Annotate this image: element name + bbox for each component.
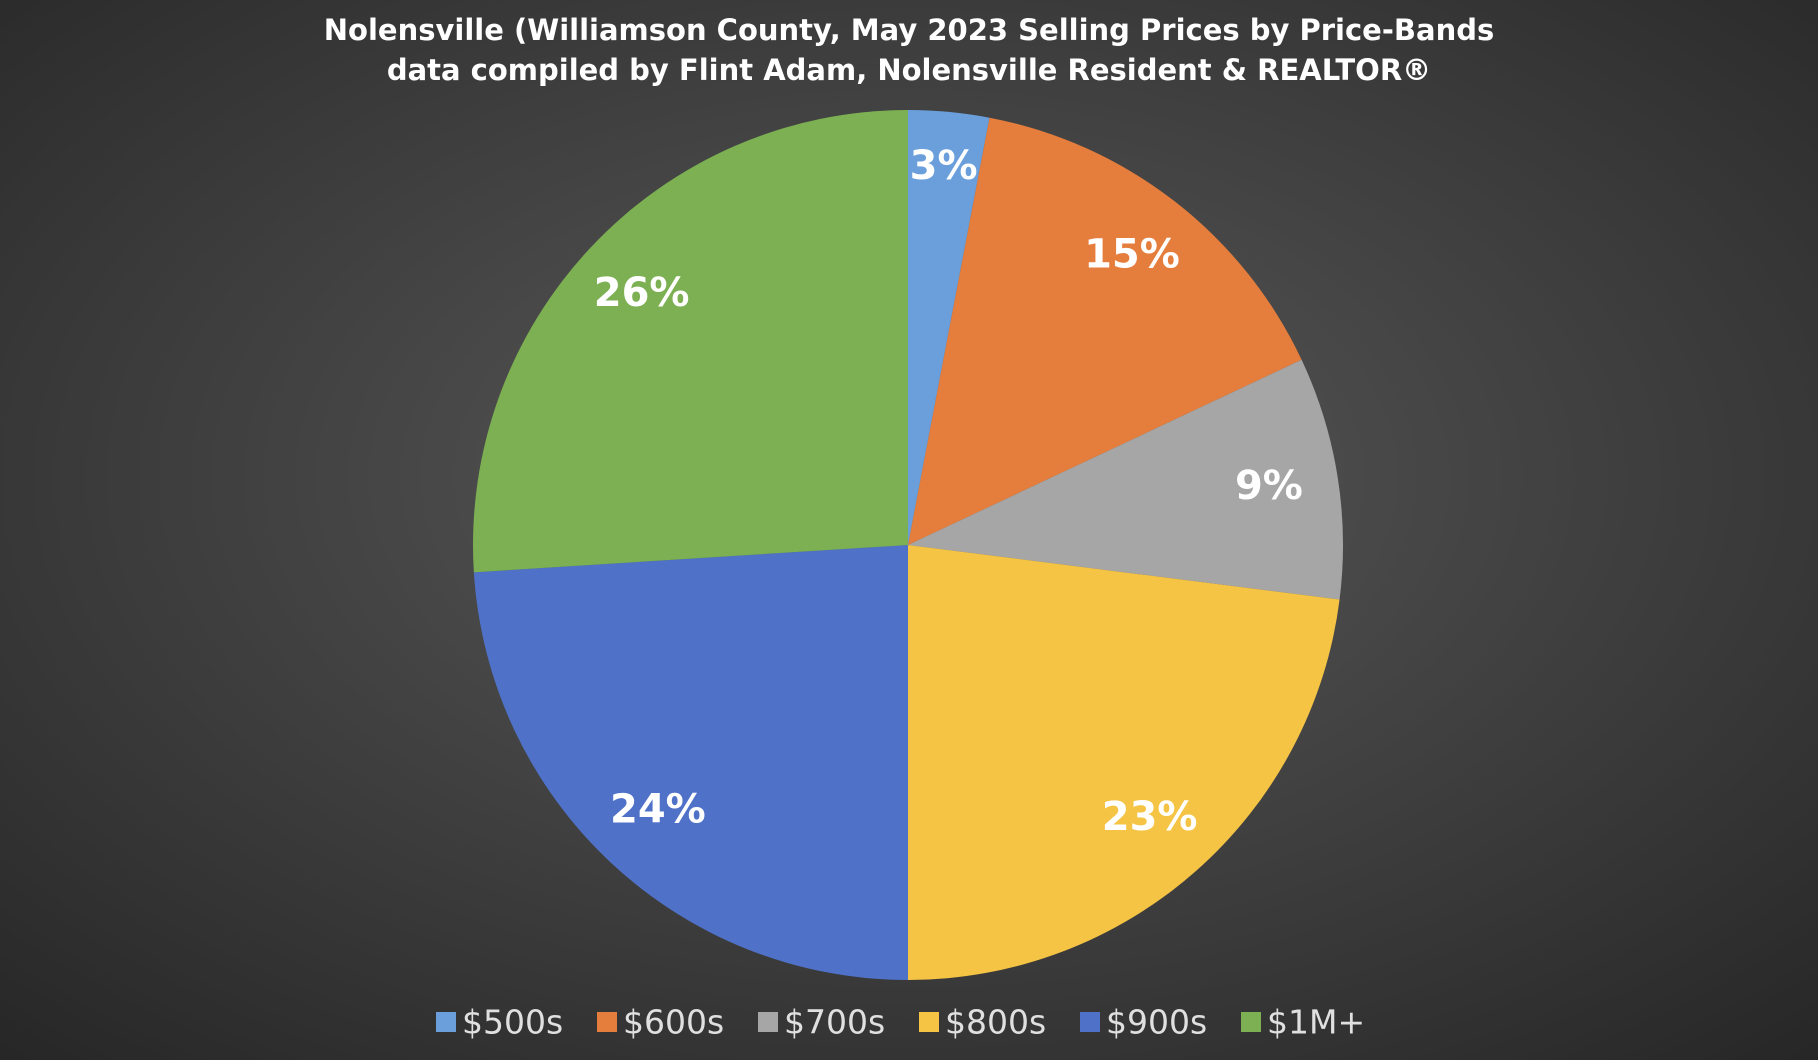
slice-label: 9% bbox=[1235, 463, 1303, 509]
legend-swatch bbox=[597, 1012, 617, 1032]
legend-label: $700s bbox=[784, 1003, 885, 1042]
slice-label: 23% bbox=[1102, 794, 1198, 840]
slice-label: 24% bbox=[610, 786, 706, 832]
legend-swatch bbox=[758, 1012, 778, 1032]
slice-label: 15% bbox=[1084, 231, 1180, 277]
legend-label: $1M+ bbox=[1267, 1003, 1365, 1042]
pie-slice bbox=[908, 545, 1340, 981]
pie-slice bbox=[473, 545, 908, 980]
legend-swatch bbox=[1241, 1012, 1261, 1032]
pie-slice bbox=[908, 359, 1343, 600]
slice-label: 26% bbox=[594, 270, 690, 316]
legend-swatch bbox=[1080, 1012, 1100, 1032]
legend-label: $500s bbox=[462, 1003, 563, 1042]
pie-slice bbox=[473, 110, 908, 573]
legend-swatch bbox=[919, 1012, 939, 1032]
pie-slice bbox=[908, 117, 1302, 545]
slice-label: 3% bbox=[910, 143, 978, 189]
legend-label: $800s bbox=[945, 1003, 1046, 1042]
legend-label: $600s bbox=[623, 1003, 724, 1042]
legend-swatch bbox=[436, 1012, 456, 1032]
pie-slice bbox=[908, 110, 990, 545]
chart-title: Nolensville (Williamson County, May 2023… bbox=[324, 13, 1494, 47]
legend-label: $900s bbox=[1106, 1003, 1207, 1042]
chart-subtitle: data compiled by Flint Adam, Nolensville… bbox=[387, 53, 1431, 87]
